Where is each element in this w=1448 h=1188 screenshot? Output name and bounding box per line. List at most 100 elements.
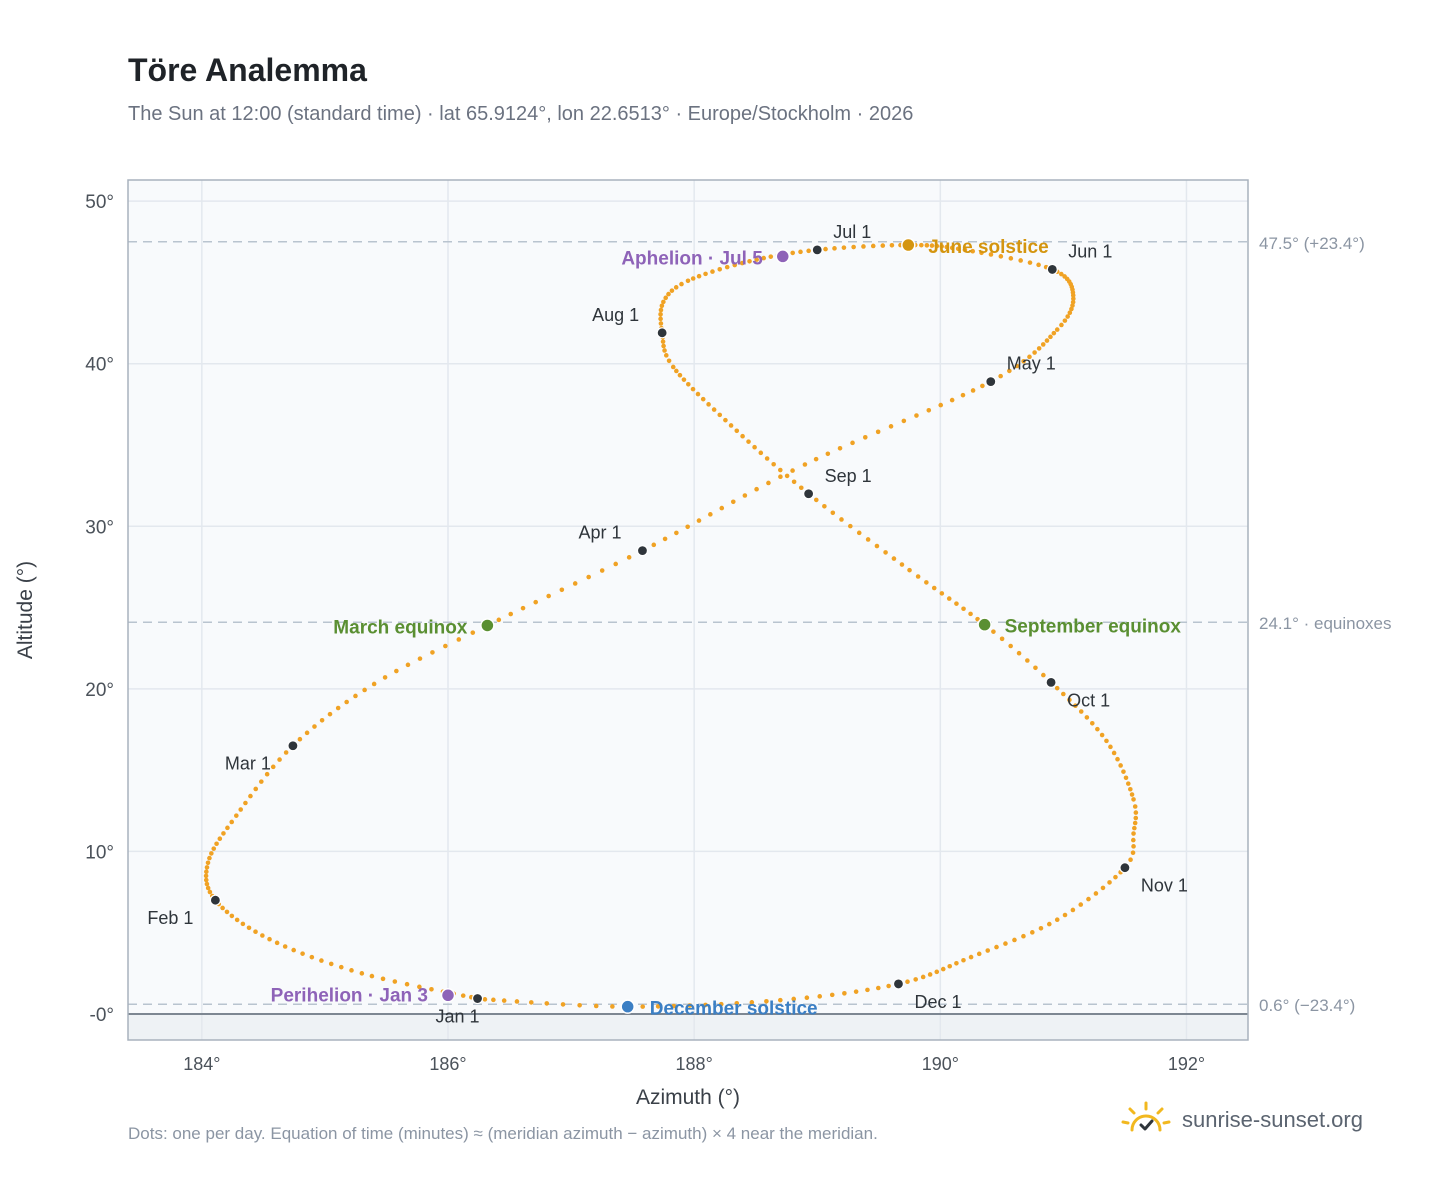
- brand[interactable]: sunrise-sunset.org: [1120, 1100, 1363, 1139]
- day-dot: [651, 542, 657, 548]
- day-dot: [1062, 318, 1068, 323]
- day-dot: [380, 976, 386, 982]
- day-dot: [703, 271, 708, 277]
- y-tick-label: 10°: [85, 842, 114, 863]
- month-marker-may-1: [985, 375, 997, 388]
- day-dot: [752, 444, 757, 450]
- day-dot: [1048, 334, 1053, 340]
- day-dot: [749, 1000, 755, 1005]
- day-dot: [662, 536, 668, 542]
- month-markers: Jan 1 Feb 1 Mar 1 Apr 1 May 1 Jun 1 Jul 1 Aug 1…: [147, 222, 1188, 1027]
- day-dot: [883, 550, 888, 555]
- day-dot: [949, 245, 955, 251]
- day-dot: [798, 249, 803, 255]
- day-dot: [670, 364, 676, 370]
- day-dot: [970, 388, 976, 393]
- month-marker-apr-1: [636, 545, 649, 557]
- month-marker-jan-1: [471, 992, 484, 1005]
- day-dot: [1059, 271, 1064, 277]
- day-dot: [283, 750, 289, 755]
- day-dot: [559, 587, 565, 593]
- event-label-perihelion-jan-3: Perihelion · Jan 3: [271, 985, 428, 1006]
- day-dot: [934, 243, 940, 249]
- day-dot: [1008, 643, 1013, 649]
- y-tick-label: 50°: [85, 192, 114, 213]
- sun-check-icon: [1120, 1100, 1172, 1139]
- day-dot: [791, 996, 797, 1002]
- day-dot: [687, 1003, 692, 1008]
- day-dot: [460, 993, 466, 998]
- month-label-may-1: May 1: [1007, 354, 1056, 374]
- day-dot: [277, 757, 282, 762]
- event-label-december-solstice: December solstice: [650, 999, 818, 1020]
- day-dot: [886, 983, 891, 989]
- day-dot: [1014, 363, 1020, 369]
- day-dot: [724, 264, 730, 270]
- month-marker-jun-1: [1046, 263, 1058, 276]
- brand-name: sunrise-sunset.org: [1182, 1106, 1363, 1132]
- day-dot: [806, 248, 811, 254]
- day-dot: [225, 825, 230, 831]
- day-dot: [717, 267, 723, 272]
- day-dot: [207, 855, 212, 861]
- day-dot: [211, 846, 217, 851]
- day-dot: [924, 580, 929, 585]
- day-dot: [940, 966, 946, 972]
- day-dot: [482, 997, 488, 1002]
- day-dot: [659, 303, 665, 309]
- y-tick-label: -0°: [90, 1005, 115, 1026]
- day-dot: [874, 543, 880, 549]
- day-dot: [496, 617, 502, 623]
- x-tick-label: 188°: [676, 1054, 713, 1074]
- day-dot: [1089, 720, 1095, 726]
- chart-title: Töre Analemma: [128, 52, 367, 88]
- day-dot: [1133, 810, 1139, 815]
- day-dot: [975, 616, 980, 622]
- x-axis-label: Azimuth (°): [636, 1086, 740, 1109]
- day-dot: [319, 717, 325, 723]
- day-dot: [1099, 732, 1105, 738]
- day-dot: [335, 705, 341, 711]
- month-label-feb-1: Feb 1: [147, 908, 193, 928]
- day-dot: [1041, 672, 1046, 678]
- day-dot: [856, 530, 862, 536]
- day-dot: [501, 998, 507, 1003]
- day-dot: [924, 243, 930, 248]
- day-dot: [214, 841, 219, 847]
- day-dot: [661, 343, 666, 349]
- day-dot: [994, 944, 999, 950]
- day-dot: [739, 260, 745, 266]
- day-dot: [875, 429, 881, 435]
- day-dot: [660, 339, 666, 344]
- day-dot: [889, 242, 895, 248]
- day-dot: [730, 499, 736, 505]
- day-dot: [270, 764, 276, 770]
- day-dot: [1054, 685, 1060, 691]
- day-dot: [734, 428, 740, 434]
- day-dot: [723, 417, 728, 423]
- event-label-june-solstice: June solstice: [928, 237, 1048, 258]
- day-dot: [338, 964, 344, 970]
- day-dot: [862, 435, 868, 440]
- day-dot: [655, 1004, 661, 1009]
- event-marker-december-solstice: [620, 999, 635, 1014]
- day-dot: [203, 877, 209, 883]
- event-label-september-equinox: September equinox: [1005, 617, 1182, 638]
- day-dot: [927, 972, 933, 977]
- day-dot: [934, 969, 940, 975]
- day-dot: [613, 561, 619, 567]
- day-dot: [850, 440, 855, 446]
- event-label-aphelion-jul-5: Aphelion · Jul 5: [621, 248, 763, 269]
- day-dot: [234, 813, 239, 818]
- month-marker-jul-1: [811, 244, 823, 256]
- day-dot: [248, 793, 253, 799]
- day-dot: [240, 921, 246, 927]
- day-dot: [1073, 703, 1078, 708]
- day-dot: [1107, 880, 1112, 885]
- day-dot: [1132, 804, 1138, 809]
- day-dot: [443, 643, 448, 649]
- day-dot: [960, 392, 966, 398]
- day-dot: [1021, 933, 1026, 939]
- day-dot: [1131, 797, 1136, 802]
- day-dot: [740, 433, 745, 439]
